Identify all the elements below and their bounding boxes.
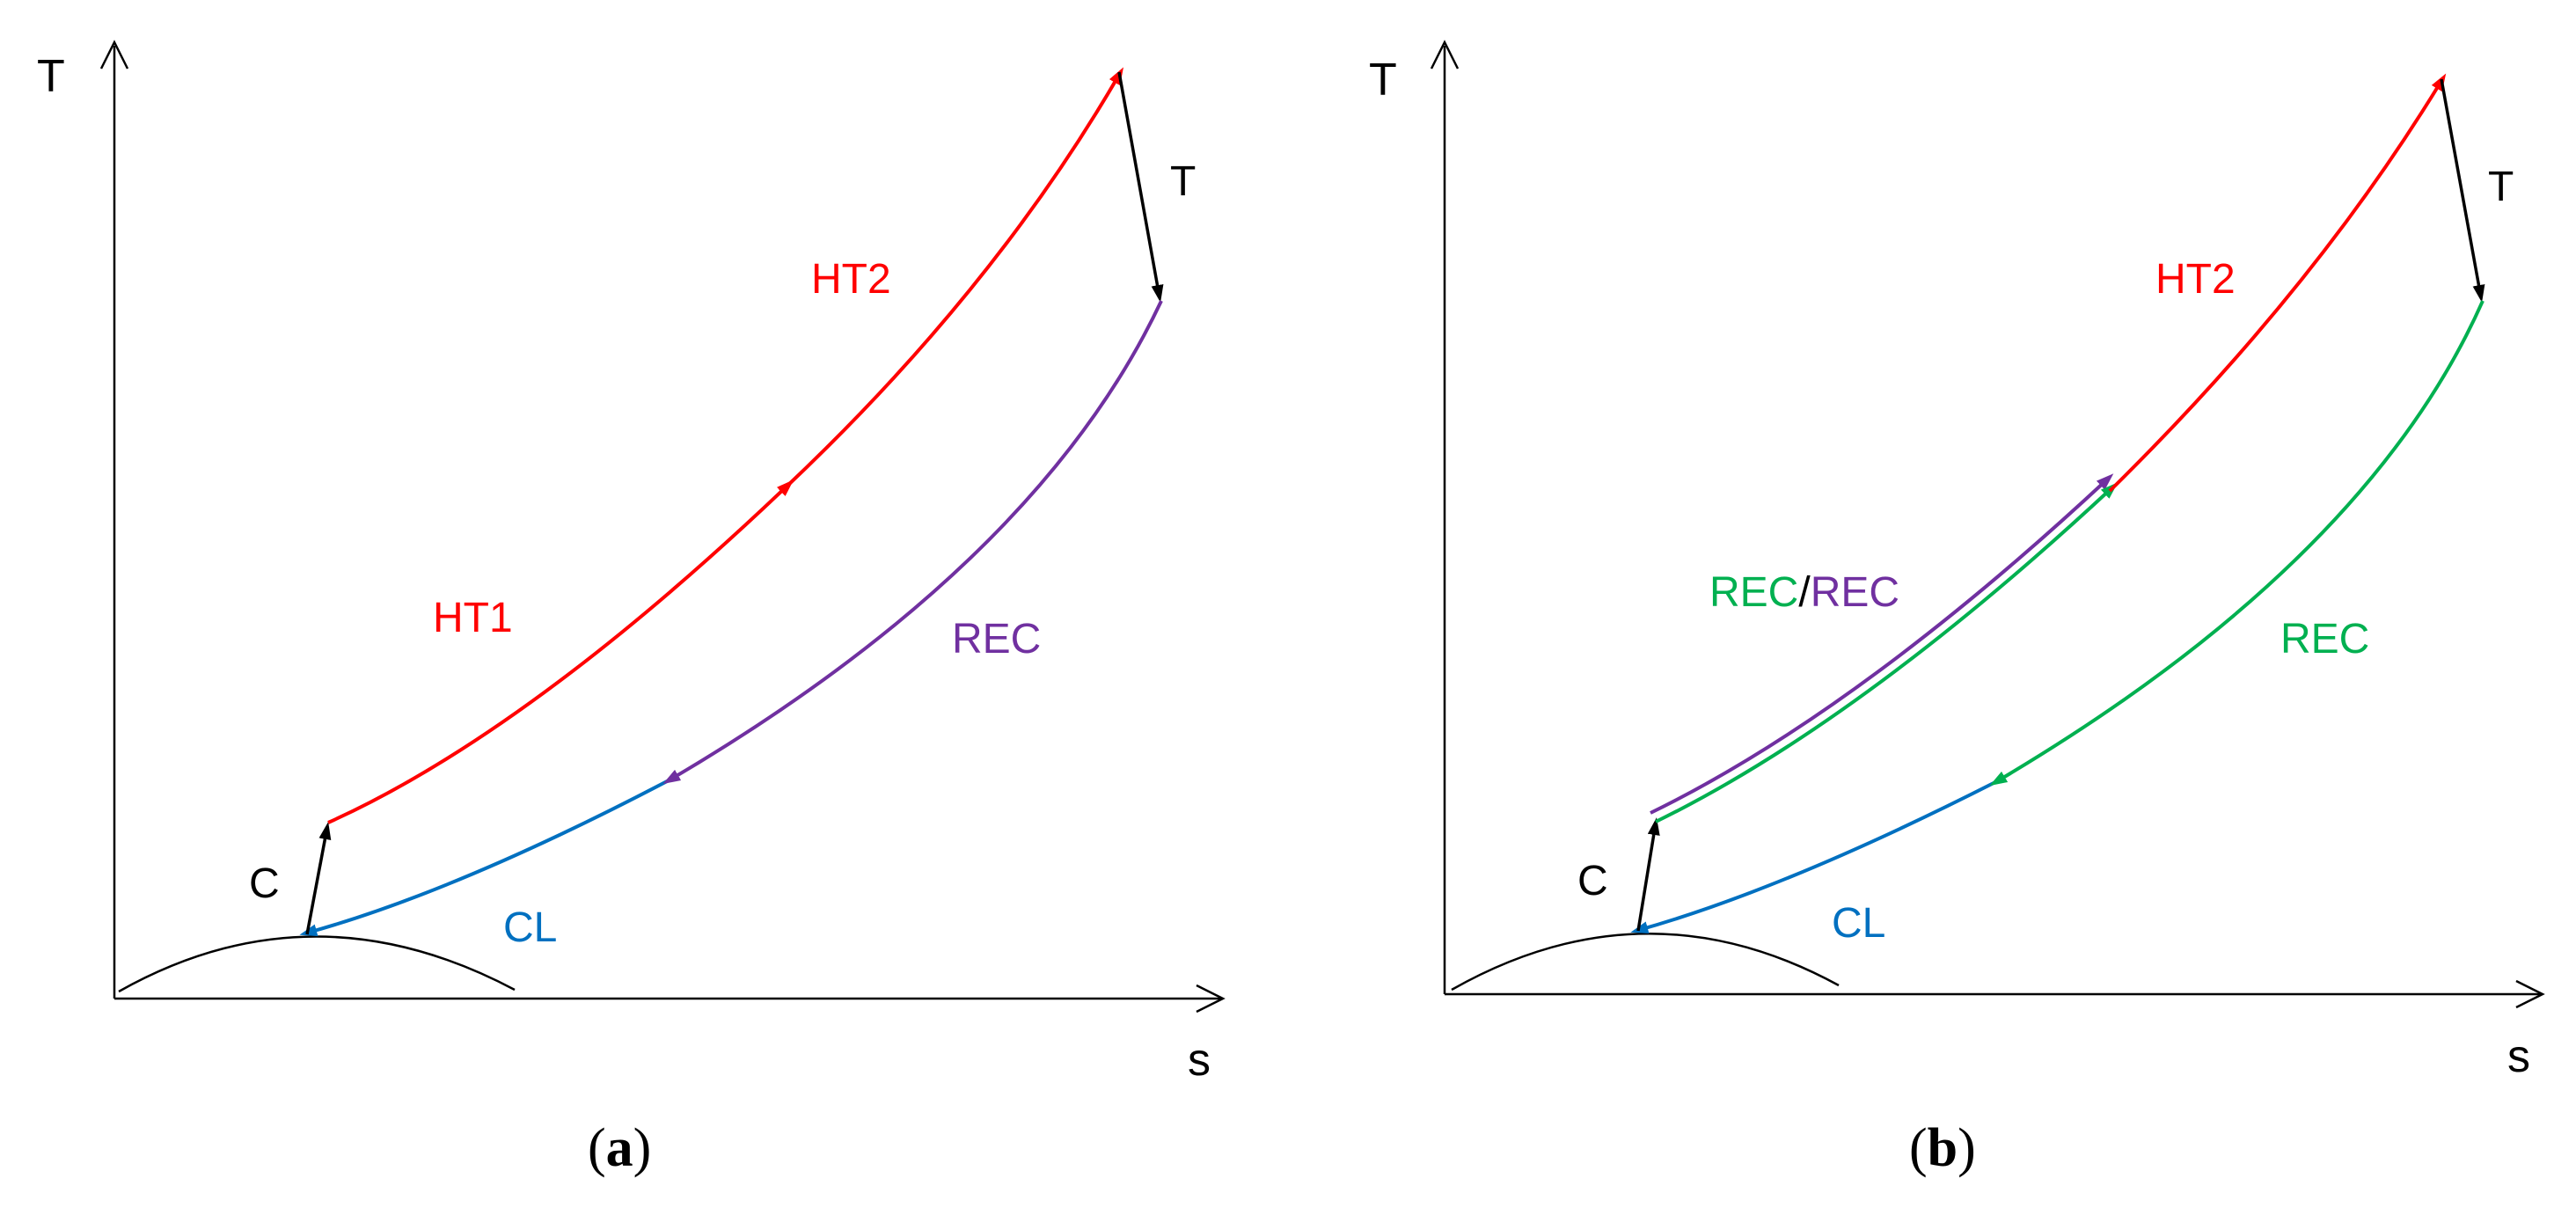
compressor-process-line [1636,817,1660,932]
recuperator-label: REC [2280,616,2369,662]
recuperator-pair-label: REC/REC [1709,569,1899,616]
turbine-label: T [2488,164,2514,210]
x-axis-arrowhead [2515,979,2545,1009]
turbine-process-line [2440,78,2485,303]
heater-2-process-line [784,67,1124,489]
recuperator-purple-process-line [1650,473,2114,815]
compressor-label: C [249,860,280,907]
y-axis-label: T [1369,55,1397,106]
y-axis-arrowhead [1430,40,1460,70]
heater-2-label: HT2 [811,256,891,303]
recuperator-process-line [1989,300,2485,787]
x-axis-arrowhead [1196,984,1226,1014]
heater-2-process-line [2108,73,2447,493]
cooler-label: CL [503,904,557,951]
panel-a-caption: (a) [588,1118,651,1178]
saturation-dome [118,935,516,993]
turbine-process-line [1117,71,1164,303]
heater-2-label: HT2 [2155,256,2236,303]
panel-b: T s C T CL HT2 REC/REC REC (b) [1369,40,2545,1178]
recuperator-process-line [662,300,1163,785]
y-axis-arrowhead [99,40,129,70]
saturation-dome [1451,933,1840,992]
cooler-label: CL [1832,900,1885,947]
compressor-process-line [305,822,332,935]
cooler-process-line [299,778,671,937]
recuperator-label: REC [952,616,1041,662]
recuperator-green-process-line [1655,482,2119,823]
heater-1-label: HT1 [433,595,513,641]
compressor-label: C [1577,858,1608,904]
x-axis-label: s [2507,1031,2530,1082]
x-axis-label: s [1188,1035,1211,1086]
cooler-process-line [1630,780,1998,934]
panel-b-caption: (b) [1909,1118,1976,1178]
y-axis-label: T [37,51,65,102]
turbine-label: T [1170,158,1196,205]
heater-1-process-line [327,479,794,824]
panel-a: T s C T CL HT1 HT2 REC (a) [37,40,1226,1178]
